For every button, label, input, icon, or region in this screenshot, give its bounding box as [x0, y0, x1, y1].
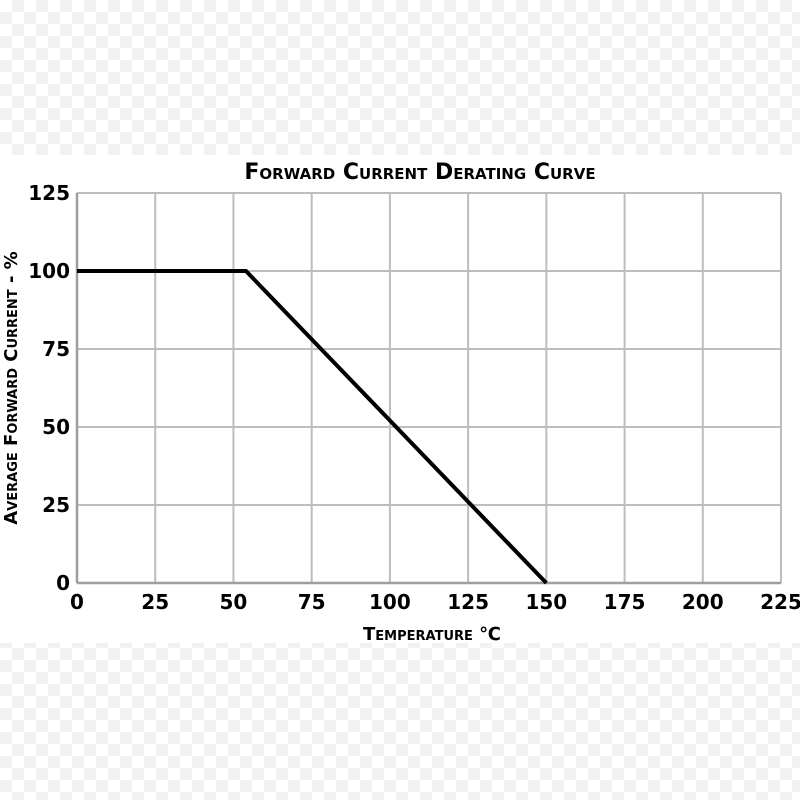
x-tick-label: 0	[70, 590, 84, 614]
y-tick-label: 75	[42, 337, 70, 361]
x-tick-label: 150	[525, 590, 567, 614]
derating-curve-line	[77, 269, 548, 585]
x-tick-label: 125	[447, 590, 489, 614]
x-tick-label: 25	[141, 590, 169, 614]
x-tick-label: 75	[298, 590, 326, 614]
x-tick-label: 50	[220, 590, 248, 614]
y-tick-label: 100	[28, 259, 70, 283]
chart-title: Forward Current Derating Curve	[244, 160, 595, 185]
y-tick-label: 50	[42, 415, 70, 439]
series-layer	[77, 269, 548, 585]
y-tick-label: 125	[28, 181, 70, 205]
y-tick-label: 0	[56, 571, 70, 595]
y-axis-label: Average Forward Current - %	[1, 251, 22, 524]
chart-panel	[0, 155, 800, 643]
tick-labels: 0 25 50 75 100 125 150 175 200 225 0 25 50 75 100 125	[28, 181, 800, 614]
x-tick-label: 175	[604, 590, 646, 614]
x-tick-label: 225	[760, 590, 800, 614]
x-tick-label: 100	[369, 590, 411, 614]
grid	[75, 192, 782, 585]
x-axis-label: Temperature ℃	[363, 624, 501, 645]
x-tick-label: 200	[682, 590, 724, 614]
y-tick-label: 25	[42, 493, 70, 517]
